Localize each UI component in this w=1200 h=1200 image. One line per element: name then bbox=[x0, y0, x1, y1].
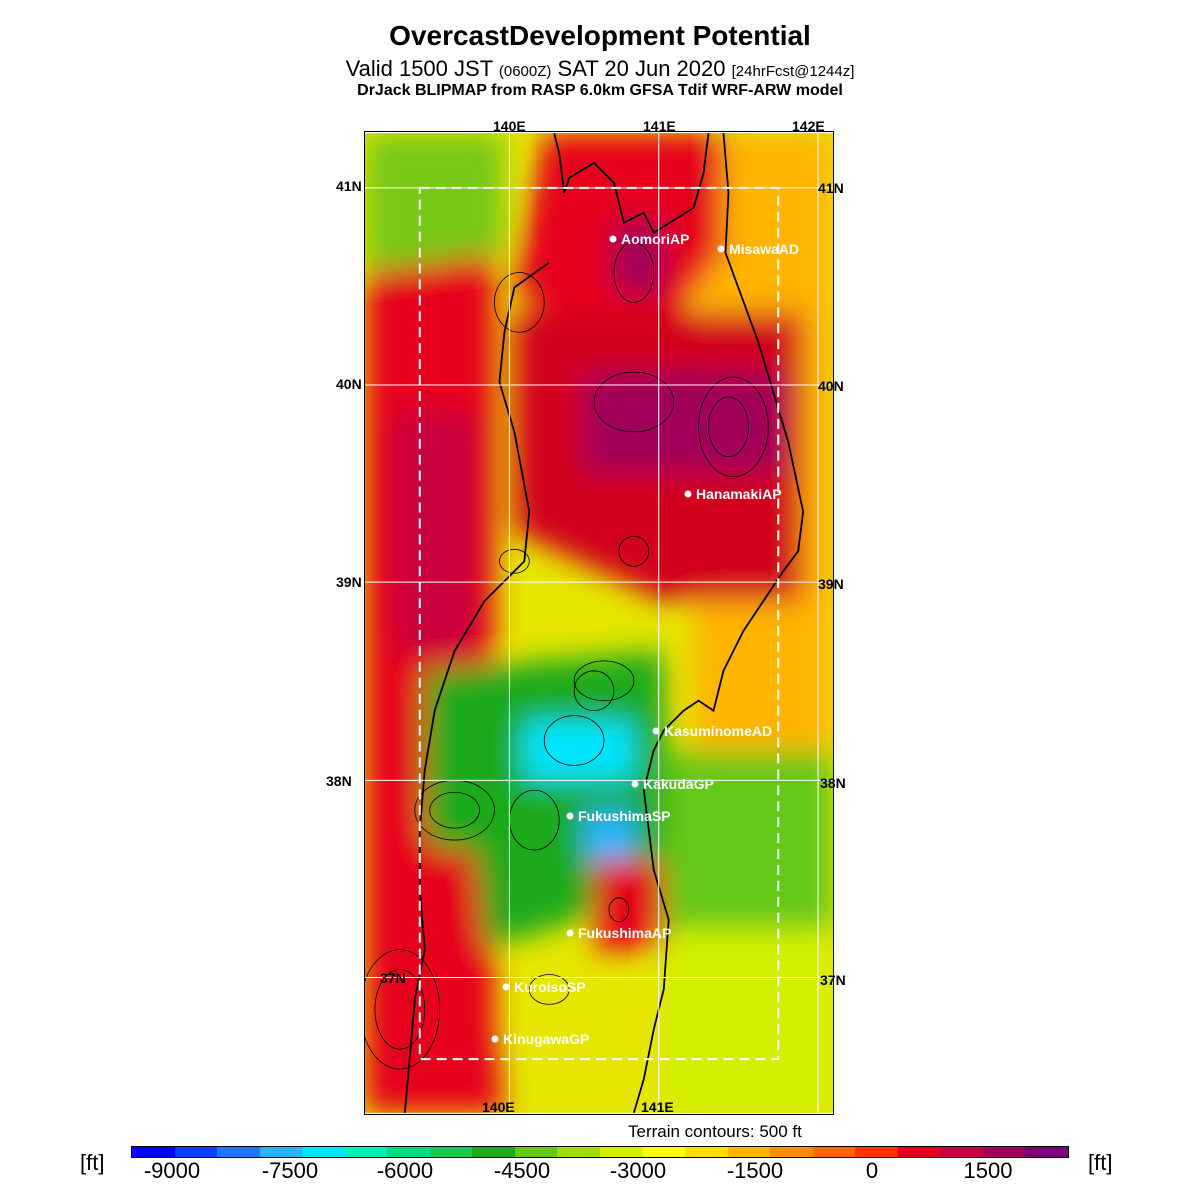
lat-label-left-37N: 37N bbox=[380, 970, 406, 986]
field-north-purple bbox=[613, 222, 664, 293]
colorbar-swatch bbox=[855, 1147, 898, 1157]
lat-label-right-39N: 39N bbox=[818, 576, 844, 592]
domain-box bbox=[418, 186, 780, 1061]
lat-label-left-38N: 38N bbox=[326, 773, 352, 789]
colorbar-swatch bbox=[344, 1147, 388, 1157]
colorbar-unit-right: [ft] bbox=[1088, 1150, 1113, 1175]
valid-zulu: (0600Z) bbox=[498, 63, 552, 80]
colorbar-tick-label: -9000 bbox=[143, 1158, 201, 1183]
field-west-green bbox=[365, 133, 505, 273]
field-south-cyan-2 bbox=[584, 810, 634, 860]
colorbar-swatch bbox=[897, 1147, 941, 1157]
colorbar-swatch bbox=[642, 1147, 686, 1157]
lon-label-bottom-140E: 140E bbox=[482, 1099, 515, 1115]
colorbar-swatch bbox=[259, 1147, 303, 1157]
lat-label-left-41N: 41N bbox=[336, 178, 362, 194]
lat-label-left-39N: 39N bbox=[336, 574, 362, 590]
colorbar-tick-label: -4500 bbox=[493, 1158, 551, 1183]
field-sea-west-dark bbox=[394, 411, 475, 651]
colorbar-swatch bbox=[217, 1147, 260, 1157]
valid-prefix: Valid 1500 JST bbox=[345, 56, 493, 81]
field-southeast-green bbox=[663, 750, 833, 930]
colorbar-tick-label: -7500 bbox=[261, 1158, 319, 1183]
field-southeast-red bbox=[594, 859, 664, 950]
colorbar-swatch bbox=[812, 1147, 856, 1157]
lon-label-top-141E: 141E bbox=[643, 118, 676, 134]
field-southwest-red bbox=[365, 850, 505, 1113]
colorbar-swatch bbox=[1025, 1147, 1069, 1157]
forecast-map bbox=[364, 131, 834, 1115]
colorbar-unit-left: [ft] bbox=[80, 1150, 105, 1175]
valid-time: Valid 1500 JST (0600Z) SAT 20 Jun 2020 [… bbox=[0, 56, 1200, 82]
field-coast-yellow bbox=[663, 929, 833, 1113]
colorbar-swatch bbox=[429, 1147, 473, 1157]
terrain-contour-note: Terrain contours: 500 ft bbox=[628, 1122, 802, 1141]
colorbar-swatch bbox=[940, 1147, 983, 1157]
lat-label-right-38N: 38N bbox=[820, 775, 846, 791]
colorbar-swatch bbox=[727, 1147, 771, 1157]
terrain-contours bbox=[365, 242, 769, 1070]
lon-label-top-140E: 140E bbox=[493, 118, 526, 134]
colorbar-swatch bbox=[174, 1147, 218, 1157]
lat-label-right-40N: 40N bbox=[818, 378, 844, 394]
valid-forecast: [24hrFcst@1244z] bbox=[731, 63, 855, 80]
lon-label-top-142E: 142E bbox=[792, 118, 825, 134]
lat-label-left-40N: 40N bbox=[336, 376, 362, 392]
colorbar-swatch bbox=[770, 1147, 813, 1157]
coastline bbox=[403, 133, 805, 1113]
map-subtitle: DrJack BLIPMAP from RASP 6.0km GFSA Tdif… bbox=[357, 82, 843, 99]
field-central-purple bbox=[584, 372, 784, 472]
colorbar-tick-label: -3000 bbox=[609, 1158, 667, 1183]
colorbar-swatch bbox=[557, 1147, 601, 1157]
colorbar-swatch bbox=[302, 1147, 345, 1157]
colorbar-tick-label: 1500 bbox=[963, 1158, 1013, 1183]
colorbar-swatch bbox=[132, 1147, 175, 1157]
lat-label-right-37N: 37N bbox=[820, 972, 846, 988]
colorbar-swatch bbox=[514, 1147, 558, 1157]
colorbar-swatch bbox=[387, 1147, 430, 1157]
lon-label-bottom-141E: 141E bbox=[641, 1099, 674, 1115]
valid-date: SAT 20 Jun 2020 bbox=[557, 56, 726, 81]
colorbar-swatch bbox=[982, 1147, 1026, 1157]
lat-label-right-41N: 41N bbox=[818, 180, 844, 196]
colorbar-swatch bbox=[472, 1147, 515, 1157]
colorbar-tick-label: -1500 bbox=[726, 1158, 784, 1183]
colorbar-tick-label: 0 bbox=[865, 1158, 879, 1183]
colorbar-swatch bbox=[600, 1147, 643, 1157]
map-title: OvercastDevelopment Potential bbox=[389, 20, 811, 51]
colorbar-swatch bbox=[685, 1147, 728, 1157]
colorbar-tick-label: -6000 bbox=[376, 1158, 434, 1183]
colorbar bbox=[131, 1146, 1069, 1158]
field-south-cyan bbox=[524, 720, 634, 781]
